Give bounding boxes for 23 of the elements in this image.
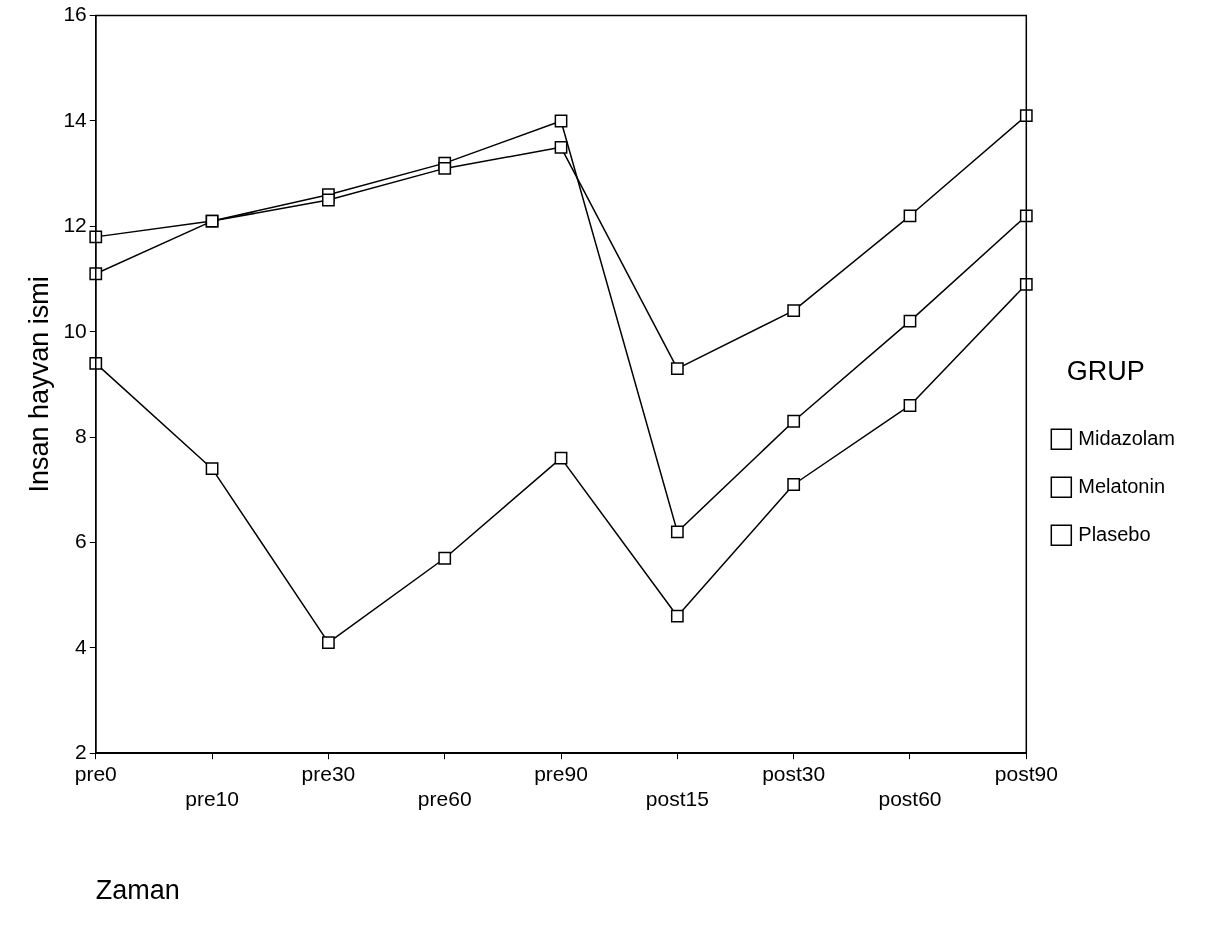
x-tick-label: pre10 (185, 786, 239, 810)
x-tick-label: post15 (645, 786, 709, 810)
y-tick-label: 8 (75, 423, 87, 447)
y-tick-label: 4 (75, 634, 88, 658)
x-tick-label: post60 (878, 786, 942, 810)
y-tick-label: 10 (63, 318, 87, 342)
x-tick-label: pre0 (74, 761, 117, 785)
y-tick-label: 14 (63, 107, 88, 131)
y-tick-label: 2 (75, 740, 87, 763)
x-tick-label: pre90 (534, 761, 588, 785)
legend-title: GRUP (1066, 355, 1145, 386)
x-axis-title: Zaman (95, 875, 180, 906)
legend-label: Melatonin (1078, 474, 1166, 497)
y-tick-label: 16 (63, 2, 87, 26)
legend-label: Plasebo (1078, 522, 1151, 545)
y-tick-label: 6 (75, 529, 87, 553)
legend-label: Midazolam (1078, 426, 1175, 449)
y-axis-title: Insan hayvan ismi (23, 276, 54, 493)
x-tick-label: pre60 (417, 786, 472, 810)
y-tick-label: 12 (63, 213, 87, 237)
x-tick-label: post90 (994, 761, 1058, 785)
x-tick-label: post30 (762, 761, 826, 785)
x-tick-label: pre30 (301, 761, 356, 785)
